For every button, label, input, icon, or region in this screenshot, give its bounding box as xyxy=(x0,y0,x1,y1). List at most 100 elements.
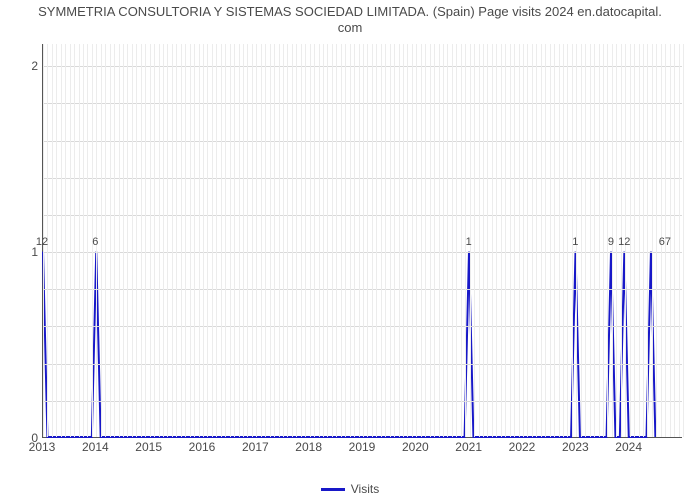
x-minor-gridline xyxy=(261,44,262,437)
x-tick-label: 2018 xyxy=(295,440,322,454)
x-tick-label: 2023 xyxy=(562,440,589,454)
y-tick-label: 2 xyxy=(8,59,38,73)
x-minor-gridline xyxy=(359,44,360,437)
x-minor-gridline xyxy=(421,44,422,437)
x-tick-label: 2016 xyxy=(189,440,216,454)
x-minor-gridline xyxy=(132,44,133,437)
x-minor-gridline xyxy=(127,44,128,437)
x-minor-gridline xyxy=(194,44,195,437)
x-minor-gridline xyxy=(270,44,271,437)
x-minor-gridline xyxy=(683,44,684,437)
value-label: 1 xyxy=(572,236,578,248)
x-minor-gridline xyxy=(510,44,511,437)
x-minor-gridline xyxy=(203,44,204,437)
value-label: 6 xyxy=(92,236,98,248)
x-minor-gridline xyxy=(181,44,182,437)
x-minor-gridline xyxy=(119,44,120,437)
x-minor-gridline xyxy=(527,44,528,437)
value-label: 9 xyxy=(608,236,614,248)
x-minor-gridline xyxy=(487,44,488,437)
x-minor-gridline xyxy=(399,44,400,437)
x-minor-gridline xyxy=(70,44,71,437)
x-minor-gridline xyxy=(341,44,342,437)
legend-swatch xyxy=(321,488,345,491)
x-minor-gridline xyxy=(319,44,320,437)
x-minor-gridline xyxy=(314,44,315,437)
x-minor-gridline xyxy=(639,44,640,437)
x-minor-gridline xyxy=(159,44,160,437)
x-minor-gridline xyxy=(647,44,648,437)
x-minor-gridline xyxy=(176,44,177,437)
x-minor-gridline xyxy=(407,44,408,437)
x-minor-gridline xyxy=(74,44,75,437)
x-minor-gridline xyxy=(483,44,484,437)
x-minor-gridline xyxy=(590,44,591,437)
x-minor-gridline xyxy=(474,44,475,437)
x-minor-gridline xyxy=(679,44,680,437)
x-tick-label: 2015 xyxy=(135,440,162,454)
x-tick-label: 2019 xyxy=(349,440,376,454)
x-minor-gridline xyxy=(274,44,275,437)
x-minor-gridline xyxy=(323,44,324,437)
x-minor-gridline xyxy=(394,44,395,437)
x-minor-gridline xyxy=(212,44,213,437)
plot-area xyxy=(42,44,682,438)
x-minor-gridline xyxy=(199,44,200,437)
x-minor-gridline xyxy=(150,44,151,437)
x-minor-gridline xyxy=(461,44,462,437)
x-minor-gridline xyxy=(563,44,564,437)
x-minor-gridline xyxy=(61,44,62,437)
value-label: 67 xyxy=(659,236,671,248)
chart-title-line1: SYMMETRIA CONSULTORIA Y SISTEMAS SOCIEDA… xyxy=(38,4,662,19)
x-minor-gridline xyxy=(501,44,502,437)
x-minor-gridline xyxy=(599,44,600,437)
x-minor-gridline xyxy=(167,44,168,437)
x-minor-gridline xyxy=(581,44,582,437)
x-minor-gridline xyxy=(105,44,106,437)
x-minor-gridline xyxy=(207,44,208,437)
x-minor-gridline xyxy=(447,44,448,437)
x-tick-label: 2020 xyxy=(402,440,429,454)
x-minor-gridline xyxy=(363,44,364,437)
x-minor-gridline xyxy=(141,44,142,437)
x-minor-gridline xyxy=(87,44,88,437)
chart-title-line2: com xyxy=(338,20,363,35)
chart-title: SYMMETRIA CONSULTORIA Y SISTEMAS SOCIEDA… xyxy=(0,4,700,37)
x-minor-gridline xyxy=(279,44,280,437)
x-minor-gridline xyxy=(367,44,368,437)
x-minor-gridline xyxy=(634,44,635,437)
x-minor-gridline xyxy=(536,44,537,437)
x-minor-gridline xyxy=(110,44,111,437)
x-minor-gridline xyxy=(247,44,248,437)
x-minor-gridline xyxy=(230,44,231,437)
x-minor-gridline xyxy=(114,44,115,437)
x-minor-gridline xyxy=(252,44,253,437)
x-minor-gridline xyxy=(305,44,306,437)
x-minor-gridline xyxy=(172,44,173,437)
x-tick-label: 2022 xyxy=(509,440,536,454)
x-minor-gridline xyxy=(554,44,555,437)
x-minor-gridline xyxy=(163,44,164,437)
legend: Visits xyxy=(0,482,700,496)
x-minor-gridline xyxy=(505,44,506,437)
x-minor-gridline xyxy=(550,44,551,437)
x-minor-gridline xyxy=(372,44,373,437)
x-minor-gridline xyxy=(523,44,524,437)
x-minor-gridline xyxy=(585,44,586,437)
x-minor-gridline xyxy=(79,44,80,437)
y-tick-label: 1 xyxy=(8,245,38,259)
x-minor-gridline xyxy=(65,44,66,437)
x-minor-gridline xyxy=(292,44,293,437)
x-minor-gridline xyxy=(83,44,84,437)
x-minor-gridline xyxy=(519,44,520,437)
x-minor-gridline xyxy=(301,44,302,437)
x-minor-gridline xyxy=(239,44,240,437)
x-minor-gridline xyxy=(145,44,146,437)
visits-chart: SYMMETRIA CONSULTORIA Y SISTEMAS SOCIEDA… xyxy=(0,0,700,500)
x-minor-gridline xyxy=(545,44,546,437)
x-minor-gridline xyxy=(221,44,222,437)
x-minor-gridline xyxy=(443,44,444,437)
x-minor-gridline xyxy=(390,44,391,437)
x-minor-gridline xyxy=(452,44,453,437)
x-minor-gridline xyxy=(430,44,431,437)
